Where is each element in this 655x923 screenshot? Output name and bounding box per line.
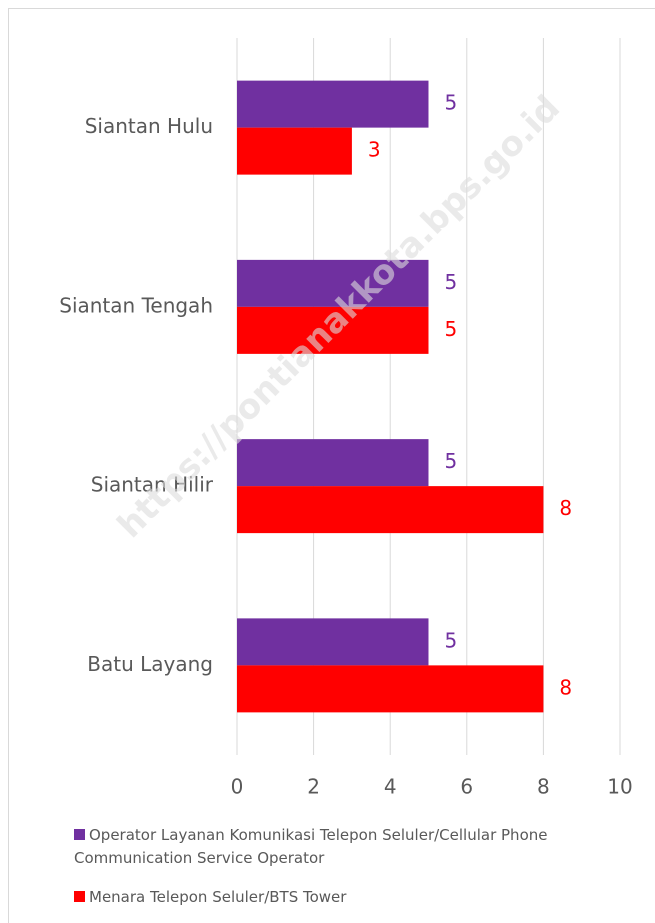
legend-label: Menara Telepon Seluler/BTS Tower — [89, 888, 347, 906]
bar — [237, 618, 429, 666]
bar — [237, 127, 352, 175]
value-label: 5 — [445, 449, 458, 473]
legend-swatch — [74, 891, 85, 902]
y-tick-label: Batu Layang — [87, 652, 213, 676]
value-label: 5 — [445, 317, 458, 341]
bar — [237, 80, 429, 128]
legend-entry: Operator Layanan Komunikasi Telepon Selu… — [74, 824, 634, 870]
value-label: 5 — [445, 628, 458, 652]
chart-border — [8, 8, 655, 923]
bar — [237, 259, 429, 307]
x-tick-label: 4 — [384, 775, 397, 799]
bar — [237, 665, 544, 713]
bar — [237, 439, 429, 487]
x-tick-label: 8 — [537, 775, 550, 799]
legend-entry: Menara Telepon Seluler/BTS Tower — [74, 886, 634, 909]
value-label: 3 — [368, 138, 381, 162]
y-tick-label: Siantan Tengah — [59, 293, 213, 317]
value-label: 8 — [559, 496, 572, 520]
x-tick-label: 10 — [607, 775, 632, 799]
y-tick-label: Siantan Hulu — [85, 114, 213, 138]
y-tick-label: Siantan Hilir — [91, 473, 214, 497]
value-label: 8 — [559, 675, 572, 699]
x-tick-label: 6 — [460, 775, 473, 799]
legend-label: Operator Layanan Komunikasi Telepon Selu… — [74, 826, 548, 867]
bar — [237, 486, 544, 534]
x-tick-label: 0 — [231, 775, 244, 799]
value-label: 5 — [445, 270, 458, 294]
value-label: 5 — [445, 91, 458, 115]
legend-swatch — [74, 829, 85, 840]
bar — [237, 306, 429, 354]
x-tick-label: 2 — [307, 775, 320, 799]
